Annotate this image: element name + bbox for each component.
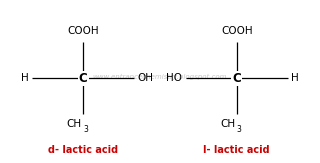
Text: COOH: COOH <box>221 26 252 36</box>
Text: d- lactic acid: d- lactic acid <box>48 145 118 155</box>
Text: H: H <box>291 73 299 83</box>
Text: C: C <box>79 72 88 85</box>
Text: 3: 3 <box>237 125 242 134</box>
Text: HO: HO <box>166 73 182 83</box>
Text: OH: OH <box>138 73 154 83</box>
Text: www.entrancechemistry.blogspot.com: www.entrancechemistry.blogspot.com <box>93 74 227 80</box>
Text: l- lactic acid: l- lactic acid <box>204 145 270 155</box>
Text: C: C <box>232 72 241 85</box>
Text: COOH: COOH <box>68 26 99 36</box>
Text: CH: CH <box>220 119 235 129</box>
Text: CH: CH <box>67 119 82 129</box>
Text: 3: 3 <box>83 125 88 134</box>
Text: H: H <box>21 73 29 83</box>
